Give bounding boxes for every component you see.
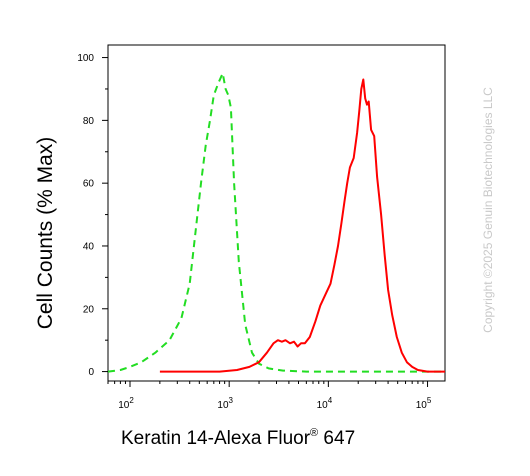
- x-axis-label-tail: 647: [318, 428, 355, 449]
- y-tick-label: 0: [88, 367, 94, 378]
- plot-area: [107, 44, 446, 382]
- y-axis-label: Cell Counts (% Max): [34, 137, 57, 330]
- y-tick-label: 80: [83, 116, 95, 127]
- copyright-watermark: Copyright ©2025 Genuin Biotechnologies L…: [481, 87, 495, 333]
- x-tick-label: 104: [317, 396, 333, 411]
- x-axis: 102 103 104 105: [107, 381, 432, 411]
- series-line-1: [107, 72, 445, 373]
- x-axis-label: Keratin 14-Alexa Fluor® 647: [121, 427, 355, 449]
- y-tick-label: 60: [83, 179, 95, 190]
- x-axis-label-registered-mark: ®: [310, 427, 318, 439]
- y-tick-label: 20: [83, 304, 95, 315]
- y-tick-label: 40: [83, 241, 95, 252]
- x-tick-label: 102: [118, 396, 134, 411]
- y-axis: 0 20 40 60 80 100: [77, 53, 108, 378]
- x-axis-label-main: Keratin 14-Alexa Fluor: [121, 428, 311, 449]
- series-line-2: [159, 78, 445, 373]
- x-tick-label: 105: [416, 396, 432, 411]
- x-tick-label: 103: [217, 396, 233, 411]
- y-tick-label: 100: [77, 53, 94, 64]
